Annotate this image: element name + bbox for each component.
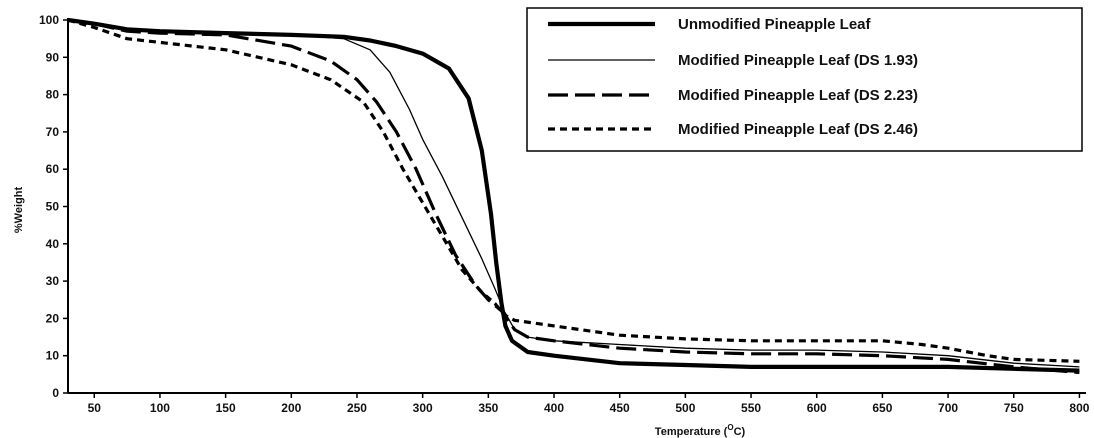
x-tick-label: 200 xyxy=(281,401,301,415)
x-tick-label: 750 xyxy=(1004,401,1024,415)
y-tick-label: 20 xyxy=(46,311,60,325)
x-tick-label: 350 xyxy=(478,401,498,415)
x-tick-label: 700 xyxy=(938,401,958,415)
legend-label-1: Unmodified Pineapple Leaf xyxy=(678,16,872,33)
legend-label-2: Modified Pineapple Leaf (DS 1.93) xyxy=(678,52,918,69)
y-tick-label: 40 xyxy=(46,237,60,251)
series-line-2 xyxy=(67,19,1080,368)
x-tick-label: 250 xyxy=(347,401,367,415)
x-tick-label: 150 xyxy=(216,401,236,415)
y-tick-label: 90 xyxy=(46,50,60,64)
y-axis-title: %Weight xyxy=(13,187,25,234)
series-lines xyxy=(67,17,1080,375)
y-tick-label: 80 xyxy=(46,88,60,102)
series-line-4 xyxy=(67,18,1080,363)
x-tick-label: 500 xyxy=(675,401,695,415)
x-tick-label: 650 xyxy=(872,401,892,415)
y-tick-label: 10 xyxy=(46,349,60,363)
y-axis: 0 10 20 30 40 50 60 70 80 90 100 xyxy=(39,13,69,400)
x-tick-label: 600 xyxy=(807,401,827,415)
x-axis: 50 100 150 200 250 300 350 400 450 500 550 600 650 70… xyxy=(68,392,1090,415)
y-tick-label: 100 xyxy=(39,13,59,27)
series-line-3 xyxy=(67,18,1080,375)
legend: Unmodified Pineapple Leaf Modified Pineap… xyxy=(526,7,1083,152)
x-tick-label: 400 xyxy=(544,401,564,415)
y-tick-label: 0 xyxy=(52,386,59,400)
x-axis-title: Temperature (OC) xyxy=(655,423,746,438)
y-tick-label: 50 xyxy=(46,200,60,214)
x-axis-title-main: Temperature ( xyxy=(655,426,728,438)
x-tick-label: 450 xyxy=(610,401,630,415)
x-tick-label: 550 xyxy=(741,401,761,415)
x-tick-label: 800 xyxy=(1069,401,1089,415)
x-tick-label: 300 xyxy=(413,401,433,415)
y-tick-label: 70 xyxy=(46,125,60,139)
x-axis-title-unit: C) xyxy=(734,426,746,438)
legend-label-3: Modified Pineapple Leaf (DS 2.23) xyxy=(678,87,918,104)
legend-box xyxy=(526,7,1083,152)
y-tick-label: 30 xyxy=(46,274,60,288)
y-tick-label: 60 xyxy=(46,162,60,176)
x-axis-title-superscript: O xyxy=(727,423,733,432)
x-tick-label: 50 xyxy=(88,401,102,415)
x-tick-label: 100 xyxy=(150,401,170,415)
legend-label-4: Modified Pineapple Leaf (DS 2.46) xyxy=(678,121,918,138)
